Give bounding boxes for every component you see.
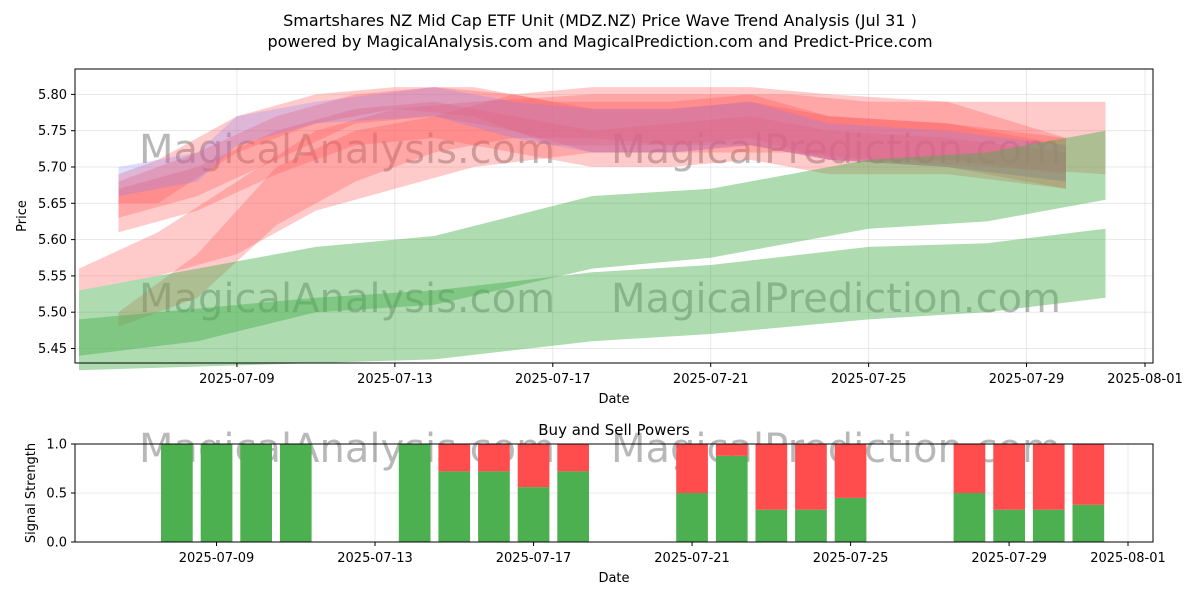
price-band-green-6 (79, 130, 1106, 356)
signal-x-tick-label: 2025-07-29 (971, 551, 1047, 566)
price-y-tick-label: 5.80 (38, 88, 67, 103)
signal-panel: Buy and Sell Powers MagicalAnalysis.com … (24, 421, 1166, 586)
price-panel: MagicalAnalysis.com MagicalPrediction.co… (15, 68, 1183, 407)
buy-power-bar (398, 444, 431, 542)
buy-power-bar (517, 487, 550, 542)
price-band-red-1 (118, 87, 1066, 327)
signal-y-tick-label: 1.0 (46, 438, 67, 453)
buy-power-bar (1032, 509, 1065, 542)
price-x-axis-label: Date (598, 392, 629, 407)
buy-power-bar (438, 471, 471, 542)
signal-x-tick-label: 2025-07-25 (813, 551, 889, 566)
price-band-green-7 (79, 228, 1106, 371)
sell-power-bar (834, 444, 867, 498)
buy-power-bar (161, 444, 193, 542)
buy-power-bar (715, 455, 748, 542)
signal-y-tick-label: 0.5 (46, 487, 67, 502)
chart-title-line1: Smartshares NZ Mid Cap ETF Unit (MDZ.NZ)… (283, 11, 917, 30)
price-x-tick-label: 2025-07-09 (199, 372, 275, 387)
buy-power-bar (1072, 504, 1105, 542)
signal-x-ticks: 2025-07-09 2025-07-13 2025-07-17 2025-07-21… (179, 542, 1166, 566)
price-x-ticks: 2025-07-09 2025-07-13 2025-07-17 2025-07-21… (199, 363, 1183, 387)
price-band-red-3 (118, 87, 1066, 218)
buy-power-bar (993, 509, 1025, 542)
signal-x-tick-label: 2025-07-21 (654, 551, 730, 566)
price-panel-frame (74, 68, 1154, 364)
price-x-tick-label: 2025-07-25 (831, 372, 907, 387)
price-panel-background (75, 69, 1153, 363)
watermark-analysis-top: MagicalAnalysis.com (139, 127, 555, 173)
sell-power-bar (953, 444, 986, 493)
sell-power-bar (715, 444, 748, 456)
buy-power-bar (676, 493, 708, 542)
price-y-tick-label: 5.50 (38, 306, 67, 321)
sell-power-bar (795, 444, 827, 510)
price-band-blue-5 (118, 87, 1066, 196)
buy-power-bar (795, 509, 827, 542)
price-watermarks: MagicalAnalysis.com MagicalPrediction.co… (139, 127, 1061, 322)
signal-bars (161, 444, 1105, 542)
price-x-tick-label: 2025-07-29 (989, 372, 1065, 387)
price-band-red-0 (79, 94, 1106, 291)
buy-power-bar (953, 493, 986, 542)
buy-power-bar (755, 509, 788, 542)
signal-y-axis-label: Signal Strength (24, 443, 39, 543)
sell-power-bar (993, 444, 1025, 510)
signal-panel-title: Buy and Sell Powers (538, 421, 690, 439)
price-y-tick-label: 5.55 (38, 269, 67, 284)
sell-power-bar (1032, 444, 1065, 510)
price-y-ticks: 5.45 5.50 5.55 5.60 5.65 5.70 5.75 5.80 (38, 88, 75, 357)
buy-power-bar (834, 497, 867, 542)
signal-x-tick-label: 2025-07-09 (179, 551, 255, 566)
price-band-red-2 (118, 87, 1066, 204)
price-y-tick-label: 5.75 (38, 124, 67, 139)
sell-power-bar (438, 444, 471, 472)
signal-x-tick-label: 2025-07-17 (496, 551, 572, 566)
watermark-prediction-mid: MagicalPrediction.com (611, 276, 1061, 322)
price-x-tick-label: 2025-07-17 (515, 372, 591, 387)
sell-power-bar (1072, 444, 1105, 505)
price-x-tick-label: 2025-07-13 (357, 372, 433, 387)
buy-power-bar (478, 471, 510, 542)
watermark-analysis-mid: MagicalAnalysis.com (139, 276, 555, 322)
sell-power-bar (676, 444, 708, 493)
signal-y-tick-label: 0.0 (46, 536, 67, 551)
sell-power-bar (478, 444, 510, 472)
buy-power-bar (240, 444, 272, 542)
price-y-tick-label: 5.70 (38, 161, 67, 176)
sell-power-bar (517, 444, 550, 488)
sell-power-bar (557, 444, 589, 472)
signal-y-ticks: 0.0 0.5 1.0 (46, 438, 75, 551)
price-grid (75, 69, 1153, 363)
price-x-tick-label: 2025-07-21 (673, 372, 749, 387)
signal-x-tick-label: 2025-07-13 (337, 551, 413, 566)
price-y-tick-label: 5.65 (38, 197, 67, 212)
price-band-red-4 (118, 101, 1066, 233)
price-y-tick-label: 5.45 (38, 342, 67, 357)
sell-power-bar (755, 444, 788, 510)
buy-power-bar (557, 471, 589, 542)
price-y-axis-label: Price (15, 200, 30, 232)
signal-x-axis-label: Date (598, 571, 629, 586)
price-bands (79, 87, 1106, 371)
watermark-prediction-top: MagicalPrediction.com (611, 127, 1061, 173)
buy-power-bar (200, 444, 233, 542)
buy-power-bar (279, 444, 312, 542)
signal-x-tick-label: 2025-08-01 (1090, 551, 1166, 566)
price-y-tick-label: 5.60 (38, 233, 67, 248)
price-x-tick-label: 2025-08-01 (1107, 372, 1183, 387)
chart-title-line2: powered by MagicalAnalysis.com and Magic… (267, 32, 932, 51)
